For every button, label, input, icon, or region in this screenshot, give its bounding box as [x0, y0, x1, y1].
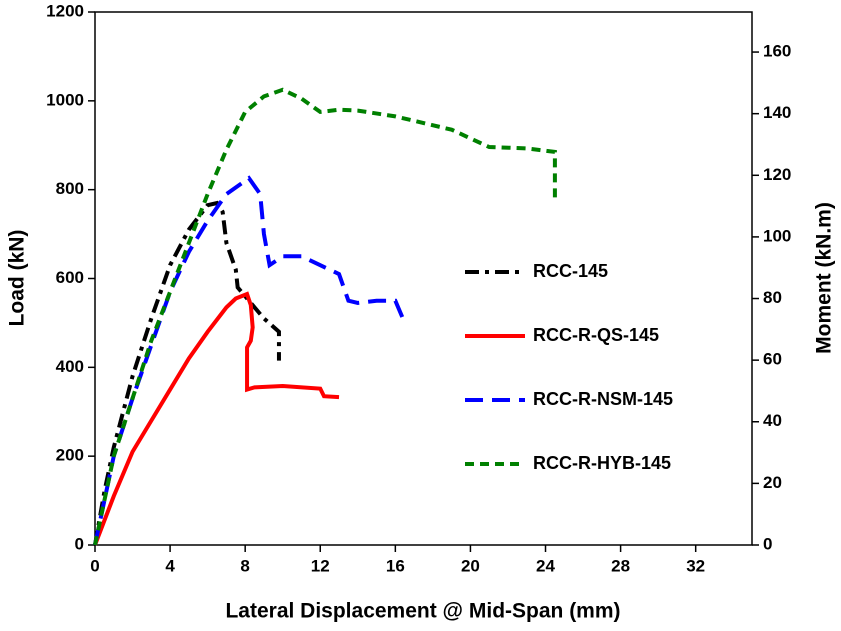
- x-tick-label: 12: [311, 556, 330, 575]
- y2-tick-label: 0: [763, 534, 772, 553]
- y-tick-label: 600: [56, 268, 84, 287]
- y2-tick-label: 60: [763, 350, 782, 369]
- y-axis-title: Load (kN): [6, 230, 29, 327]
- x-tick-label: 28: [611, 556, 630, 575]
- legend-label: RCC-R-QS-145: [533, 325, 659, 345]
- y2-tick-label: 100: [763, 226, 791, 245]
- x-tick-label: 32: [686, 556, 705, 575]
- series-line: [93, 175, 407, 546]
- legend-label: RCC-145: [533, 261, 608, 281]
- x-tick-label: 8: [240, 556, 249, 575]
- y2-tick-label: 120: [763, 165, 791, 184]
- x-axis-title: Lateral Displacement @ Mid-Span (mm): [225, 600, 620, 623]
- x-tick-label: 4: [165, 556, 175, 575]
- y2-tick-label: 40: [763, 411, 782, 430]
- y2-tick-label: 80: [763, 288, 782, 307]
- series-line: [93, 291, 340, 546]
- legend-label: RCC-R-HYB-145: [533, 453, 671, 473]
- y2-tick-label: 140: [763, 103, 791, 122]
- y-tick-label: 0: [75, 534, 84, 553]
- y-tick-label: 200: [56, 446, 84, 465]
- y2-tick-label: 20: [763, 473, 782, 492]
- x-tick-label: 0: [90, 556, 99, 575]
- y-tick-label: 1200: [46, 1, 84, 20]
- x-tick-label: 16: [386, 556, 405, 575]
- y2-axis-title: Moment (kN.m): [813, 202, 836, 354]
- series-line: [93, 87, 557, 546]
- legend-label: RCC-R-NSM-145: [533, 389, 673, 409]
- x-tick-label: 24: [536, 556, 555, 575]
- y-tick-label: 1000: [46, 90, 84, 109]
- x-tick-label: 20: [461, 556, 480, 575]
- y2-tick-label: 160: [763, 42, 791, 61]
- y-tick-label: 400: [56, 357, 84, 376]
- y-tick-label: 800: [56, 179, 84, 198]
